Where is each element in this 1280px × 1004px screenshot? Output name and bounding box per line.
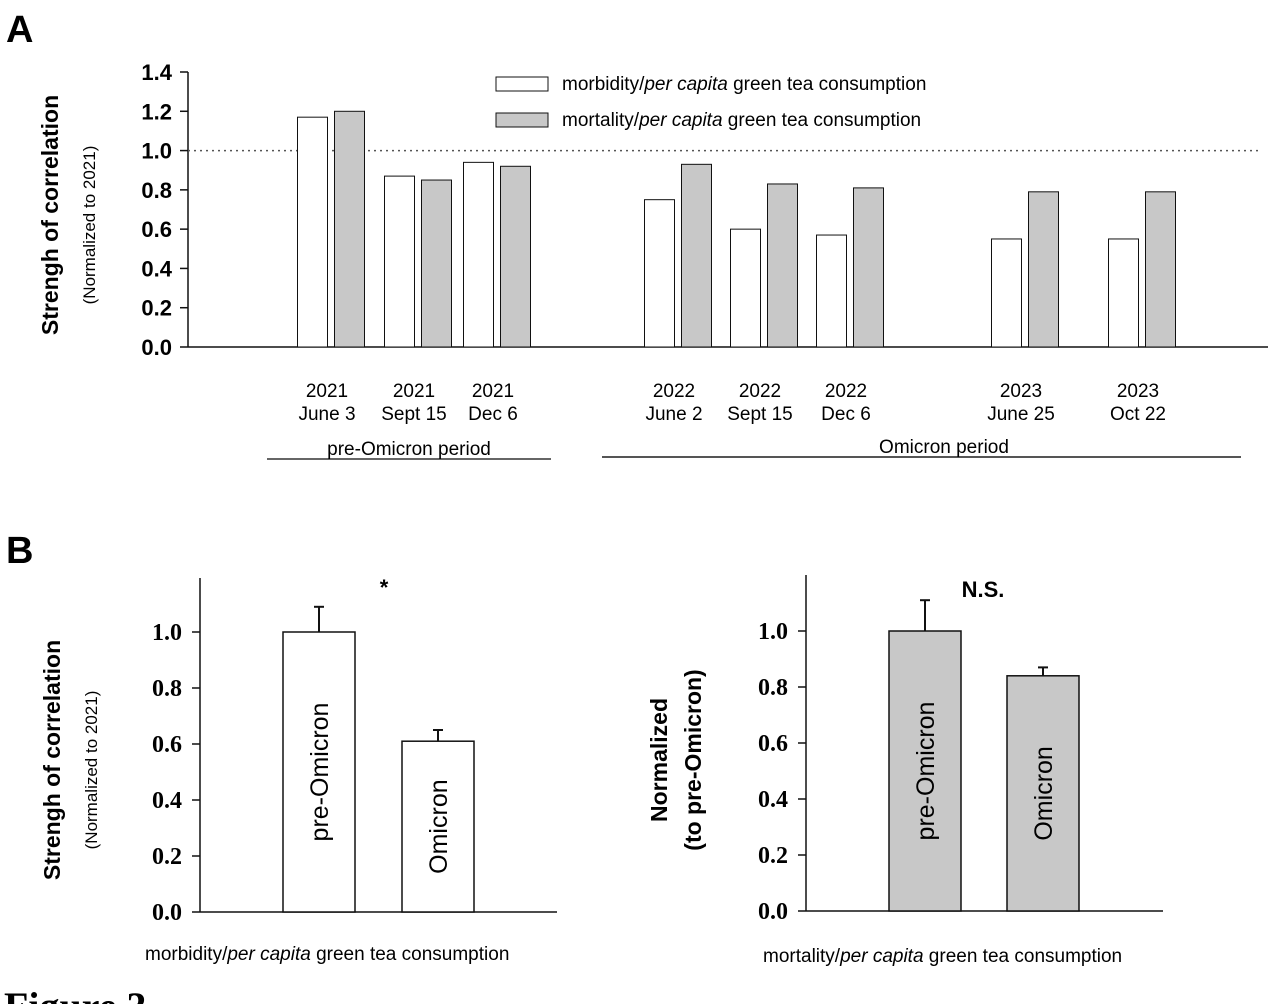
y-tick-label: 0.6	[152, 732, 182, 758]
y-tick-label: 0.2	[758, 843, 788, 869]
y-tick-label: 0.8	[758, 675, 788, 701]
legend: morbidity/per capita green tea consumpti…	[495, 74, 926, 131]
pre-omicron-period-label: pre-Omicron period	[327, 439, 491, 460]
y-tick-label: 0.4	[758, 787, 788, 813]
y-tick-label: 0.2	[141, 296, 172, 321]
y-tick-label: 0.4	[141, 256, 172, 281]
bar	[401, 740, 475, 913]
x-tick-date: Oct 22	[1110, 404, 1166, 425]
x-tick-year: 2022	[653, 381, 695, 402]
x-tick-date: June 3	[298, 404, 355, 425]
bar-mortality	[1145, 191, 1176, 348]
x-tick-date: Dec 6	[821, 404, 871, 425]
bar-mortality	[681, 163, 712, 348]
x-tick-year: 2021	[472, 381, 514, 402]
y-tick-label: 0.0	[152, 900, 182, 926]
bar-morbidity	[644, 199, 675, 348]
panel-b1-y-label: Strengh of correlation	[39, 640, 65, 880]
y-tick-label: 0.4	[152, 788, 182, 814]
y-tick-label: 0.6	[758, 731, 788, 757]
x-tick-year: 2023	[1117, 381, 1159, 402]
legend-entry-mortality: mortality/per capita green tea consumpti…	[562, 110, 921, 131]
y-tick-label: 0.0	[141, 335, 172, 360]
y-tick-label: 1.0	[758, 619, 788, 645]
bar	[1006, 675, 1080, 912]
panel-b2-significance: N.S.	[962, 577, 1005, 602]
panel-a-label: A	[6, 9, 33, 51]
bar-mortality	[1028, 191, 1059, 348]
panel-a-y-label: Strengh of correlation	[37, 95, 63, 335]
panel-b-morbidity-chart: 0.0 0.2 0.4 0.6 0.8 1.0 pre-Omicron Omicron * S…	[39, 575, 557, 965]
bar-morbidity	[991, 238, 1022, 348]
bar-morbidity	[816, 234, 847, 348]
panel-b2-y-sublabel: (to pre-Omicron)	[680, 669, 706, 850]
legend-swatch-morbidity	[495, 76, 549, 92]
figure-caption: Figure 3	[4, 984, 147, 1004]
y-tick-label: 1.2	[141, 99, 172, 124]
bar-mortality	[421, 179, 452, 348]
panel-b2-x-label: mortality/per capita green tea consumpti…	[763, 946, 1122, 967]
bar-morbidity	[1108, 238, 1139, 348]
x-tick-date: Sept 15	[727, 404, 793, 425]
x-tick-date: Sept 15	[381, 404, 447, 425]
x-tick-date: June 25	[987, 404, 1055, 425]
panel-a-y-sublabel: (Normalized to 2021)	[80, 146, 99, 305]
y-tick-label: 1.4	[141, 60, 172, 85]
panel-b1-y-sublabel: (Normalized to 2021)	[82, 691, 101, 850]
y-tick-label: 0.0	[758, 899, 788, 925]
legend-entry-morbidity: morbidity/per capita green tea consumpti…	[562, 74, 926, 95]
y-tick-label: 0.8	[141, 178, 172, 203]
y-tick-label: 1.0	[141, 139, 172, 164]
x-tick-date: Dec 6	[468, 404, 518, 425]
bar-category-label: Omicron	[1030, 746, 1058, 840]
x-tick-year: 2021	[393, 381, 435, 402]
x-tick-year: 2022	[825, 381, 867, 402]
y-tick-label: 1.0	[152, 620, 182, 646]
panel-b-mortality-chart: 0.0 0.2 0.4 0.6 0.8 1.0 pre-Omicron Omicron N.S…	[646, 575, 1163, 967]
bar	[282, 631, 356, 913]
bar-mortality	[500, 165, 531, 348]
x-tick-year: 2021	[306, 381, 348, 402]
bar-category-label: pre-Omicron	[306, 703, 334, 842]
bar-morbidity	[297, 116, 328, 348]
legend-swatch-mortality	[495, 112, 549, 128]
bar-mortality	[334, 110, 365, 348]
bar-morbidity	[384, 175, 415, 348]
bar-mortality	[853, 187, 884, 348]
omicron-period-label: Omicron period	[879, 437, 1009, 458]
panel-b-label: B	[6, 530, 33, 572]
bar-morbidity	[730, 228, 761, 348]
x-tick-date: June 2	[645, 404, 702, 425]
bar-mortality	[767, 183, 798, 348]
x-tick-year: 2022	[739, 381, 781, 402]
x-tick-year: 2023	[1000, 381, 1042, 402]
panel-b1-x-label: morbidity/per capita green tea consumpti…	[145, 944, 509, 965]
y-tick-label: 0.6	[141, 217, 172, 242]
bar-morbidity	[463, 161, 494, 348]
panel-b2-y-label: Normalized	[646, 698, 672, 822]
bar-category-label: pre-Omicron	[912, 702, 940, 841]
panel-b1-significance: *	[380, 575, 389, 600]
bar-category-label: Omicron	[425, 779, 453, 873]
y-tick-label: 0.8	[152, 676, 182, 702]
bar	[888, 630, 962, 912]
y-tick-label: 0.2	[152, 844, 182, 870]
